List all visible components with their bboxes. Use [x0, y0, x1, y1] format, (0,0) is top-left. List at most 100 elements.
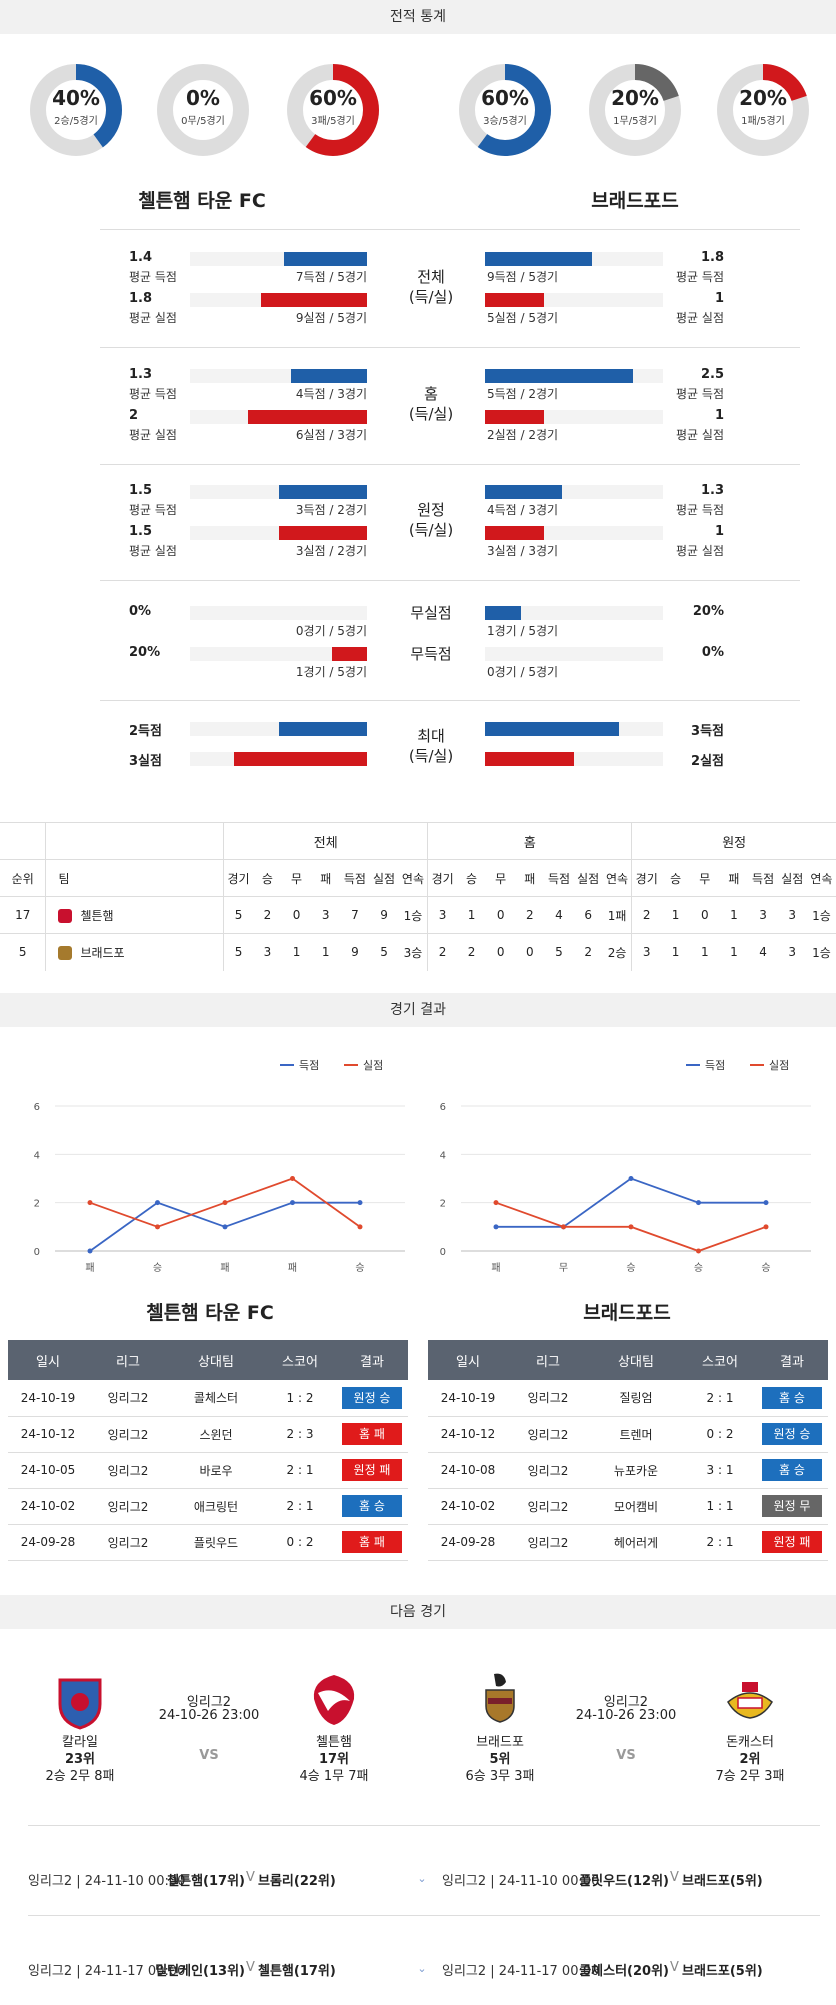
- upcoming-info: 잉리그2 | 24-11-17 00:00: [442, 1964, 600, 1979]
- stat-cell: 3승: [398, 933, 429, 971]
- next-team-name: 브래드포: [476, 1735, 524, 1750]
- right-stat-value: 2.5: [700, 367, 724, 382]
- data-point: [155, 1224, 160, 1230]
- upcoming-match-row[interactable]: 잉리그2 | 24-11-17 00:00 콜체스터(20위) V 브래드포(5위): [442, 1960, 822, 1980]
- chart-legend: 득점 실점: [280, 1059, 383, 1072]
- stat-cell: 3: [748, 896, 778, 934]
- result-league: 잉리그2: [508, 1416, 588, 1453]
- clean-row-label: 무실점: [410, 604, 452, 622]
- results-col-header: 일시: [8, 1340, 88, 1380]
- next-team-rank: 17위: [318, 1752, 350, 1767]
- left-bar: [260, 293, 367, 307]
- next-league: 잉리그2: [603, 1695, 649, 1710]
- stat-cell: 0: [690, 896, 720, 934]
- ring-graphic: [589, 64, 681, 156]
- upcoming-match-row[interactable]: 잉리그2 | 24-11-17 00:00 밀턴케인(13위) V 첼튼햄(17위): [28, 1960, 408, 1980]
- data-point: [87, 1248, 93, 1254]
- upcoming-match-row[interactable]: 잉리그2 | 24-11-10 00:00 플릿우드(12위) V 브래드포(5위): [442, 1870, 822, 1890]
- stat-cell: 2: [631, 896, 662, 934]
- left-stat-count: 7득점 / 5경기: [295, 270, 367, 284]
- standings-group-header: 원정: [722, 835, 747, 851]
- stat-cell: 3: [427, 896, 457, 934]
- right-stat-label: 평균 득점: [676, 270, 724, 284]
- stat-group-label: 홈 (득/실): [391, 384, 471, 424]
- results-col-header: 리그: [508, 1340, 588, 1380]
- results-col-header: 결과: [756, 1340, 828, 1380]
- result-opponent: 플릿우드: [168, 1524, 264, 1561]
- result-badge: 홈 승: [342, 1495, 402, 1517]
- right-stat-value: 1: [714, 524, 724, 539]
- divider: [100, 464, 800, 465]
- standings-row[interactable]: 5 브래드포 5 3 1 1 9 5 3승 2 2 0 0 5 2 2승 3 1 1 1 4 3 1승: [0, 933, 836, 971]
- x-tick-label: 패: [288, 1262, 297, 1274]
- ring-sub: 3승/5경기: [483, 116, 527, 127]
- crest-emblem: [318, 1690, 350, 1711]
- x-tick-label: 승: [355, 1262, 364, 1274]
- left-bar: [331, 647, 367, 661]
- result-row[interactable]: 24-10-02 잉리그2 모어캠비 1 : 1 원정 무: [428, 1488, 828, 1525]
- stat-col-header: 경기: [223, 859, 253, 897]
- result-badge: 원정 패: [342, 1459, 402, 1481]
- result-opponent: 스윈던: [168, 1416, 264, 1453]
- result-league: 잉리그2: [508, 1452, 588, 1489]
- upcoming-info: 잉리그2 | 24-11-10 00:00: [442, 1874, 600, 1889]
- ring-fill: [30, 64, 122, 156]
- left-bar: [278, 485, 367, 499]
- result-row[interactable]: 24-10-08 잉리그2 뉴포카운 3 : 1 홈 승: [428, 1452, 828, 1489]
- home-results-table: 일시 리그 상대팀 스코어 결과 24-10-19 잉리그2 콜체스터 1 : 2 원정 승 24-…: [8, 1340, 408, 1561]
- results-col-header: 결과: [336, 1340, 408, 1380]
- left-stat-value: 1.5: [129, 483, 153, 498]
- standings-row[interactable]: 17 첼튼햄 5 2 0 3 7 9 1승 3 1 0 2 4 6 1패 2 1 0 1 3 3 1승: [0, 896, 836, 934]
- stat-col-header: 경기: [427, 859, 457, 897]
- result-row[interactable]: 24-10-19 잉리그2 콜체스터 1 : 2 원정 승: [8, 1380, 408, 1417]
- upcoming-vs: V: [246, 1870, 255, 1885]
- data-point: [357, 1200, 363, 1206]
- result-badge: 홈 승: [762, 1459, 822, 1481]
- result-row[interactable]: 24-10-19 잉리그2 질링엄 2 : 1 홈 승: [428, 1380, 828, 1417]
- upcoming-home: 첼튼햄(17위): [167, 1874, 245, 1889]
- y-tick-label: 2: [34, 1199, 40, 1210]
- result-badge: 원정 승: [762, 1423, 822, 1445]
- result-row[interactable]: 24-09-28 잉리그2 플릿우드 0 : 2 홈 패: [8, 1524, 408, 1561]
- result-row[interactable]: 24-10-02 잉리그2 애크링턴 2 : 1 홈 승: [8, 1488, 408, 1525]
- divider: [100, 700, 800, 701]
- result-row[interactable]: 24-10-05 잉리그2 바로우 2 : 1 원정 패: [8, 1452, 408, 1489]
- result-league: 잉리그2: [508, 1380, 588, 1417]
- next-team-name: 첼튼햄: [316, 1735, 352, 1750]
- right-stat-count: 9득점 / 5경기: [487, 270, 559, 284]
- vs-label: VS: [616, 1748, 636, 1763]
- ring-sub: 1패/5경기: [741, 116, 785, 127]
- upcoming-match-row[interactable]: 잉리그2 | 24-11-10 00:00 첼튼햄(17위) V 브롬리(22위): [28, 1870, 408, 1890]
- stat-col-header: 득점: [340, 859, 370, 897]
- result-row[interactable]: 24-10-12 잉리그2 트렌머 0 : 2 원정 승: [428, 1416, 828, 1453]
- data-point: [155, 1200, 160, 1206]
- right-stat-label: 평균 득점: [676, 503, 724, 517]
- left-stat-value: 1.4: [129, 250, 153, 265]
- left-bar: [234, 752, 367, 766]
- result-score: 0 : 2: [264, 1524, 336, 1561]
- crest-band: [488, 1698, 512, 1704]
- result-score: 2 : 1: [684, 1524, 756, 1561]
- result-badge: 원정 승: [342, 1386, 402, 1409]
- left-stat-label: 평균 득점: [129, 503, 177, 517]
- stat-col-header: 패: [311, 859, 341, 897]
- left-stat-count: 0경기 / 5경기: [295, 624, 367, 638]
- stat-col-header: 무: [282, 859, 312, 897]
- stat-cell: 5: [223, 933, 253, 971]
- result-row[interactable]: 24-09-28 잉리그2 헤어러게 2 : 1 원정 패: [428, 1524, 828, 1561]
- stat-cell: 5: [369, 933, 399, 971]
- away-team-name: 브래드포드: [591, 190, 679, 212]
- upcoming-vs: V: [246, 1960, 255, 1975]
- stat-col-header: 패: [719, 859, 749, 897]
- stat-cell: 0: [515, 933, 545, 971]
- upcoming-home: 콜체스터(20위): [579, 1964, 669, 1979]
- result-cell: 홈 승: [756, 1452, 828, 1489]
- divider: [100, 580, 800, 581]
- ring-graphic: [717, 64, 809, 156]
- left-bar: [278, 526, 367, 540]
- right-max-value: 2실점: [691, 754, 724, 769]
- result-row[interactable]: 24-10-12 잉리그2 스윈던 2 : 3 홈 패: [8, 1416, 408, 1453]
- cheltenham-crest-icon: [308, 1671, 360, 1727]
- stat-col-header: 승: [456, 859, 487, 897]
- data-point: [696, 1248, 701, 1254]
